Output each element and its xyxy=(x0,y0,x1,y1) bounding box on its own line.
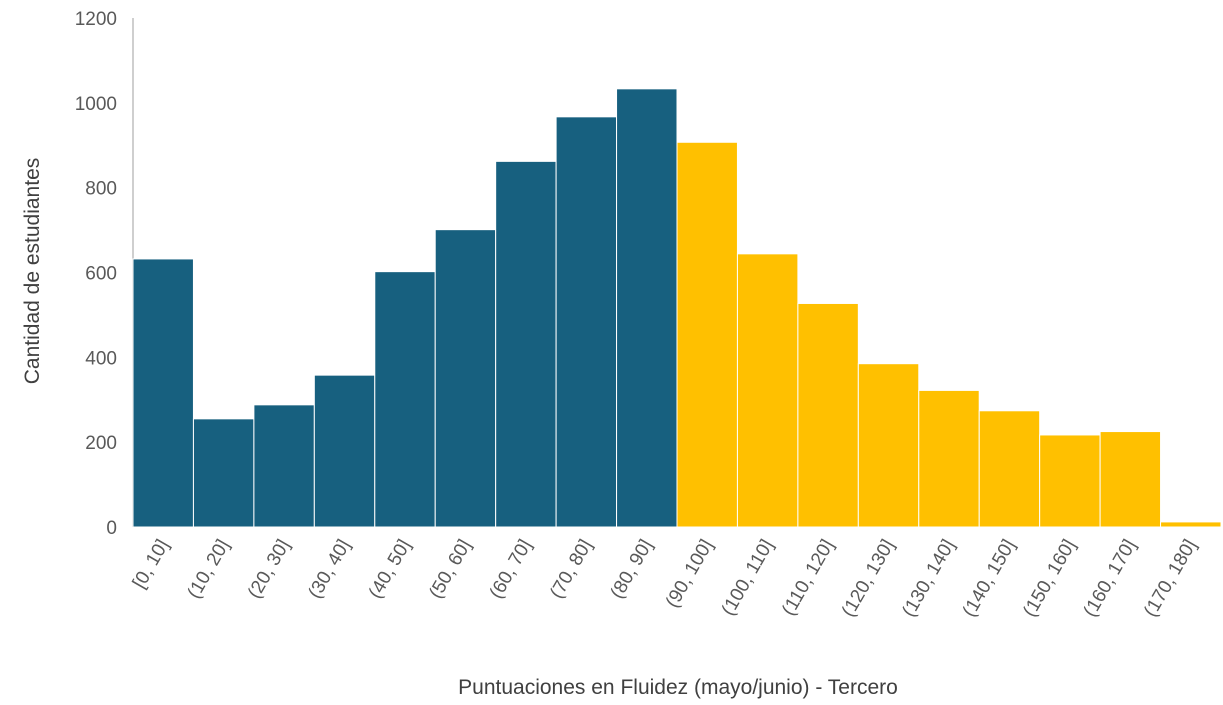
y-tick-label: 600 xyxy=(85,264,117,285)
y-tick-label: 400 xyxy=(85,348,117,369)
x-tick-label: (60, 70] xyxy=(486,536,536,602)
bar xyxy=(253,404,315,528)
bar xyxy=(495,160,557,528)
bar xyxy=(736,253,799,528)
y-tick-label: 200 xyxy=(85,433,117,454)
bar xyxy=(313,374,376,528)
x-tick-label: (90, 100] xyxy=(662,536,718,611)
bar xyxy=(192,418,255,528)
bar xyxy=(1099,431,1162,528)
x-tick-label: (70, 80] xyxy=(546,536,596,602)
x-tick-label: (160, 170] xyxy=(1080,536,1141,621)
x-tick-label: (50, 60] xyxy=(425,536,475,602)
bar xyxy=(434,229,497,528)
x-tick-label: (120, 130] xyxy=(838,536,899,621)
x-tick-label: (130, 140] xyxy=(898,536,959,621)
bars xyxy=(132,88,1222,528)
x-tick-label: (150, 160] xyxy=(1019,536,1080,621)
x-axis-ticks: [0, 10] (10, 20] (20, 30] (30, 40] (40, 50](… xyxy=(129,536,1201,621)
x-tick-label: (20, 30] xyxy=(244,536,294,602)
x-tick-label: (10, 20] xyxy=(184,536,234,602)
y-tick-label: 800 xyxy=(85,179,117,200)
x-tick-label: (80, 90] xyxy=(607,536,657,602)
x-axis-title: Puntuaciones en Fluidez (mayo/junio) - T… xyxy=(458,676,898,699)
x-tick-label: (170, 180] xyxy=(1140,536,1201,621)
x-tick-label: (100, 110] xyxy=(718,536,778,619)
y-axis-title: Cantidad de estudiantes xyxy=(21,158,44,385)
bar xyxy=(918,389,980,528)
y-axis-ticks: 0 200 400 600 800 1000 1200 xyxy=(75,9,117,539)
x-tick-label: (110, 120] xyxy=(778,536,838,619)
bar xyxy=(676,141,738,528)
bar xyxy=(978,410,1041,528)
y-tick-label: 1200 xyxy=(75,9,117,30)
bar xyxy=(616,88,678,528)
bar xyxy=(132,258,194,528)
bar xyxy=(857,363,920,528)
x-tick-label: (40, 50] xyxy=(365,536,415,602)
x-tick-label: (140, 150] xyxy=(959,536,1020,621)
bar xyxy=(1039,434,1101,528)
x-tick-label: (30, 40] xyxy=(304,536,354,602)
bar xyxy=(374,271,436,528)
bar xyxy=(797,302,859,528)
bar xyxy=(1160,521,1222,528)
x-tick-label: [0, 10] xyxy=(129,536,174,592)
y-tick-label: 0 xyxy=(106,518,117,539)
bar xyxy=(555,116,618,528)
y-tick-label: 1000 xyxy=(75,94,117,115)
